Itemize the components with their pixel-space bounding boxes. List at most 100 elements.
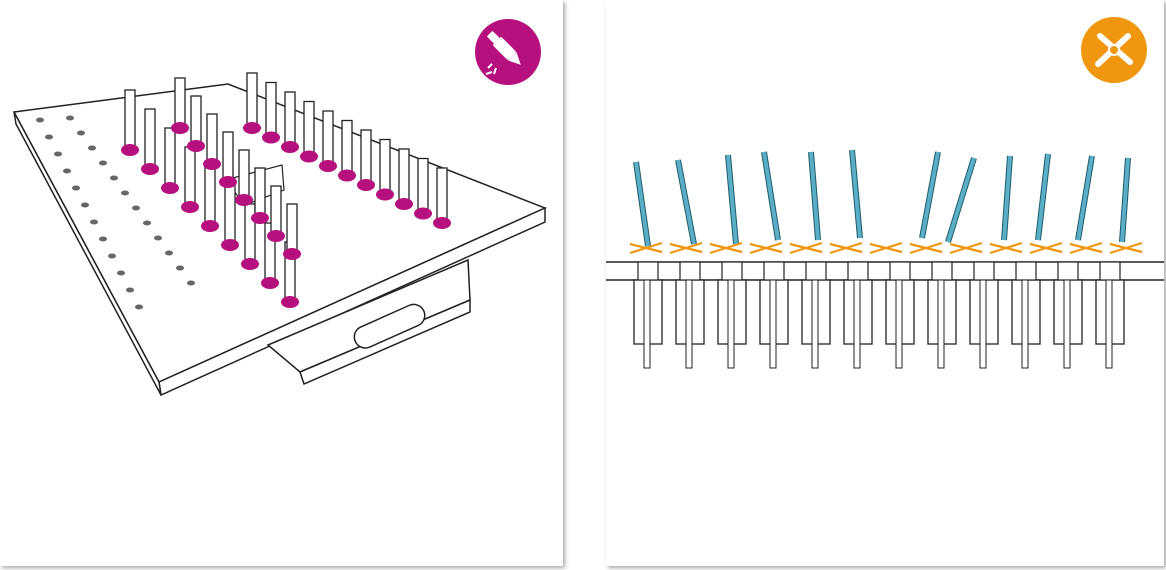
board-holes [36,115,195,310]
board-hole [63,168,71,174]
cut-mark [669,241,703,255]
pin [283,203,301,260]
board-hole [66,115,74,121]
board-hole [45,134,53,140]
pin [141,108,159,175]
board-hole [165,250,173,256]
glue-dot [161,182,179,194]
glue-dot [267,230,285,242]
pin [357,129,375,191]
pin [251,167,269,224]
glue-dot [283,248,301,260]
board-hole [176,265,184,271]
glue-dot [251,212,269,224]
pin [235,149,253,206]
pin [300,100,318,163]
board-hole [108,253,116,259]
pin [338,119,356,182]
board-hole [154,235,162,241]
cut-mark [709,241,743,255]
glue-dot [319,160,337,172]
board-hole [135,304,143,310]
glue-dot [187,140,205,152]
glue-dot [281,141,299,153]
pin [414,157,432,220]
pin [187,95,205,152]
glue-dot [219,176,237,188]
pin [203,113,221,170]
pin [171,77,189,134]
pin-board-illustration [12,72,547,397]
glue-dot [300,150,318,163]
pin [395,148,413,210]
board-hole [126,287,134,293]
pin [267,185,285,242]
glue-dot [181,201,199,213]
cut-mark [1069,241,1103,255]
cut-mark [1029,241,1063,255]
cut-mark [989,241,1023,255]
pin [262,81,280,144]
glue-dot [141,163,159,175]
board-hole [54,151,62,157]
cut-marks-group [629,241,1143,255]
pin [376,138,394,201]
board-hole [110,175,118,181]
glue-dot [121,144,139,156]
glue-dot [433,217,451,229]
cut-mark [949,241,983,255]
board-hole [121,190,129,196]
glue-dot [201,220,219,232]
board-hole [81,202,89,208]
glue-dot [203,158,221,170]
glue-dot [261,277,279,289]
pin [281,91,299,153]
side-cutter-icon [1081,17,1147,83]
board-hole [90,219,98,225]
glue-applicator-badge [474,18,542,86]
cut-mark [789,241,823,255]
glue-dot [262,131,280,144]
board-hole [77,130,85,136]
socket-row [633,261,1125,369]
pin [261,222,279,289]
pin [433,167,451,229]
glue-dot [221,239,239,251]
left-instruction-panel [0,0,563,566]
pin [243,72,261,134]
board-hole [143,220,151,226]
cut-mark [829,241,863,255]
board-hole [187,280,195,286]
glue-dot [414,207,432,220]
glue-dot [235,194,253,206]
glue-dot [281,296,299,308]
board-hole [99,160,107,166]
glue-dot [376,188,394,201]
board-hole [36,117,44,123]
glue-dot [243,122,261,134]
glue-dot [338,169,356,182]
board-hole [88,145,96,151]
cut-mark [749,241,783,255]
pins-group [121,72,451,308]
right-instruction-panel [606,0,1164,566]
cut-mark [1109,241,1143,255]
glue-dot [357,179,375,191]
pin [161,127,179,194]
pin-cutting-illustration [606,149,1164,369]
glue-applicator-icon [475,19,541,85]
pin [121,89,139,156]
board-hole [99,236,107,242]
board-hole [117,270,125,276]
pin [219,131,237,188]
glue-dot [171,122,189,134]
cut-mark [869,241,903,255]
board-hole [72,185,80,191]
board-hole [132,205,140,211]
pin [319,110,337,172]
cut-pins-group [633,149,1131,247]
side-cutter-badge [1080,16,1148,84]
cut-mark [909,241,943,255]
glue-dot [395,198,413,210]
cut-mark [629,241,663,255]
